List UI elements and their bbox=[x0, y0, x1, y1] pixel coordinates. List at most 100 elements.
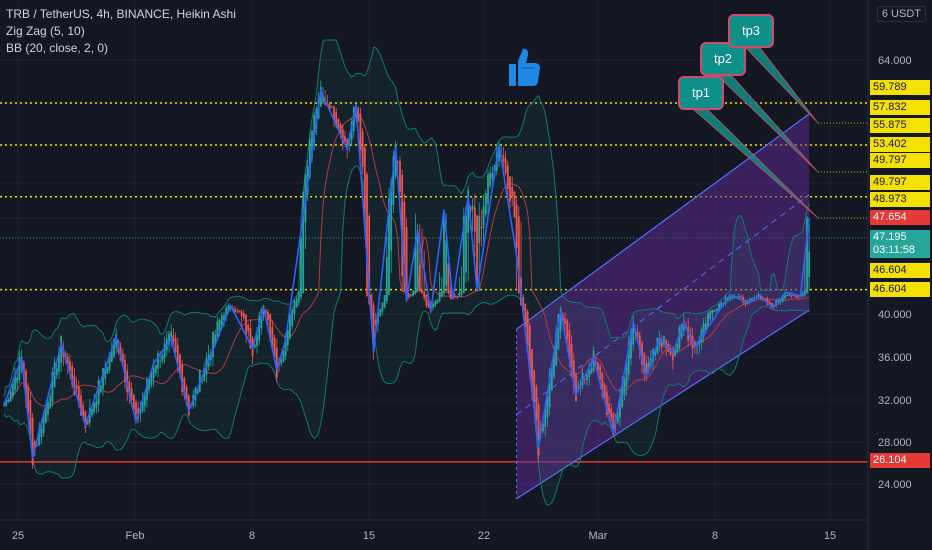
candle-body bbox=[432, 303, 434, 308]
candle-body bbox=[271, 326, 274, 349]
candle-body bbox=[465, 215, 467, 273]
candle-body bbox=[449, 290, 452, 299]
candle-body bbox=[801, 293, 804, 297]
candle-body bbox=[289, 314, 291, 338]
price-tag: 49.797 bbox=[870, 153, 930, 168]
price-tag: 55.875 bbox=[870, 118, 930, 133]
candle-body bbox=[480, 227, 483, 229]
candle-body bbox=[414, 247, 417, 294]
candle-body bbox=[436, 299, 439, 304]
candle-body bbox=[751, 298, 753, 301]
candle-body bbox=[91, 409, 93, 416]
candle-body bbox=[737, 295, 740, 297]
candle-body bbox=[546, 396, 549, 418]
target-tp3[interactable]: tp3 bbox=[728, 14, 774, 48]
candle-body bbox=[438, 292, 441, 302]
candle-body bbox=[104, 368, 107, 379]
candle-body bbox=[795, 295, 797, 298]
candle-body bbox=[513, 191, 516, 218]
candle-body bbox=[308, 139, 311, 178]
candle-body bbox=[203, 368, 206, 382]
legend-symbol[interactable]: TRB / TetherUS, 4h, BINANCE, Heikin Ashi bbox=[6, 7, 236, 21]
candle-body bbox=[319, 87, 322, 107]
candle-body bbox=[148, 379, 151, 390]
candle-body bbox=[770, 303, 773, 309]
candle-body bbox=[555, 332, 558, 366]
candle-body bbox=[764, 298, 767, 300]
candle-body bbox=[286, 330, 289, 346]
candle-body bbox=[610, 408, 613, 418]
candle-body bbox=[71, 365, 74, 386]
legend-bb[interactable]: BB (20, close, 2, 0) bbox=[6, 41, 109, 55]
candle-body bbox=[80, 395, 82, 416]
candle-body bbox=[335, 111, 338, 127]
candle-body bbox=[537, 403, 540, 456]
candle-body bbox=[170, 331, 173, 340]
candle-body bbox=[731, 296, 734, 299]
thumbs-up-icon bbox=[509, 48, 540, 86]
candle-body bbox=[658, 338, 661, 346]
candle-body bbox=[484, 193, 487, 215]
candle-body bbox=[570, 344, 573, 377]
candle-body bbox=[44, 406, 47, 424]
candle-body bbox=[154, 364, 157, 373]
candle-body bbox=[720, 302, 723, 307]
candle-body bbox=[478, 216, 481, 244]
candle-body bbox=[702, 323, 705, 337]
candle-body bbox=[713, 310, 716, 312]
candle-body bbox=[608, 403, 610, 414]
candle-body bbox=[542, 423, 544, 432]
candle-body bbox=[339, 124, 342, 135]
candle-body bbox=[619, 396, 621, 418]
y-tick-label: 36.000 bbox=[878, 352, 912, 364]
candle-body bbox=[781, 295, 784, 302]
candle-body bbox=[660, 342, 663, 348]
candle-body bbox=[399, 161, 401, 192]
candle-body bbox=[273, 337, 276, 358]
y-tick-label: 32.000 bbox=[878, 395, 912, 407]
target-tp1[interactable]: tp1 bbox=[678, 76, 724, 110]
candle-body bbox=[242, 313, 245, 319]
candle-body bbox=[3, 405, 5, 407]
candle-body bbox=[588, 370, 591, 377]
price-tag: 57.832 bbox=[870, 100, 930, 115]
candle-body bbox=[150, 371, 153, 385]
candle-body bbox=[599, 366, 602, 380]
candle-body bbox=[300, 237, 302, 298]
candle-body bbox=[405, 227, 408, 301]
candle-body bbox=[601, 373, 604, 396]
candle-body bbox=[504, 158, 507, 174]
candle-body bbox=[302, 191, 305, 293]
candle-body bbox=[707, 313, 709, 327]
candle-body bbox=[38, 428, 41, 446]
candle-body bbox=[575, 373, 577, 401]
candle-body bbox=[462, 216, 465, 293]
candle-body bbox=[146, 379, 148, 400]
price-tag: 46.604 bbox=[870, 282, 930, 297]
channel-fill bbox=[516, 113, 810, 499]
candle-body bbox=[333, 106, 335, 121]
candle-body bbox=[790, 294, 793, 296]
candle-body bbox=[623, 378, 626, 396]
candle-body bbox=[344, 136, 346, 142]
candle-body bbox=[9, 392, 12, 402]
candle-body bbox=[25, 371, 27, 403]
target-tp2-label: tp2 bbox=[713, 51, 733, 66]
candle-body bbox=[559, 308, 562, 332]
candle-body bbox=[654, 351, 657, 356]
candle-body bbox=[726, 298, 729, 301]
candle-body bbox=[163, 343, 166, 358]
candle-body bbox=[647, 361, 650, 371]
candle-body bbox=[627, 341, 630, 375]
candle-body bbox=[630, 330, 632, 359]
price-tag: 53.402 bbox=[870, 137, 930, 152]
candle-body bbox=[440, 290, 443, 297]
candle-body bbox=[528, 325, 531, 373]
legend-zigzag[interactable]: Zig Zag (5, 10) bbox=[6, 24, 85, 38]
currency-label[interactable]: 6 USDT bbox=[876, 6, 926, 22]
countdown: 03:11:58 bbox=[873, 244, 916, 256]
target-arrow bbox=[717, 75, 819, 173]
candle-body bbox=[711, 309, 714, 314]
candle-body bbox=[135, 402, 137, 415]
